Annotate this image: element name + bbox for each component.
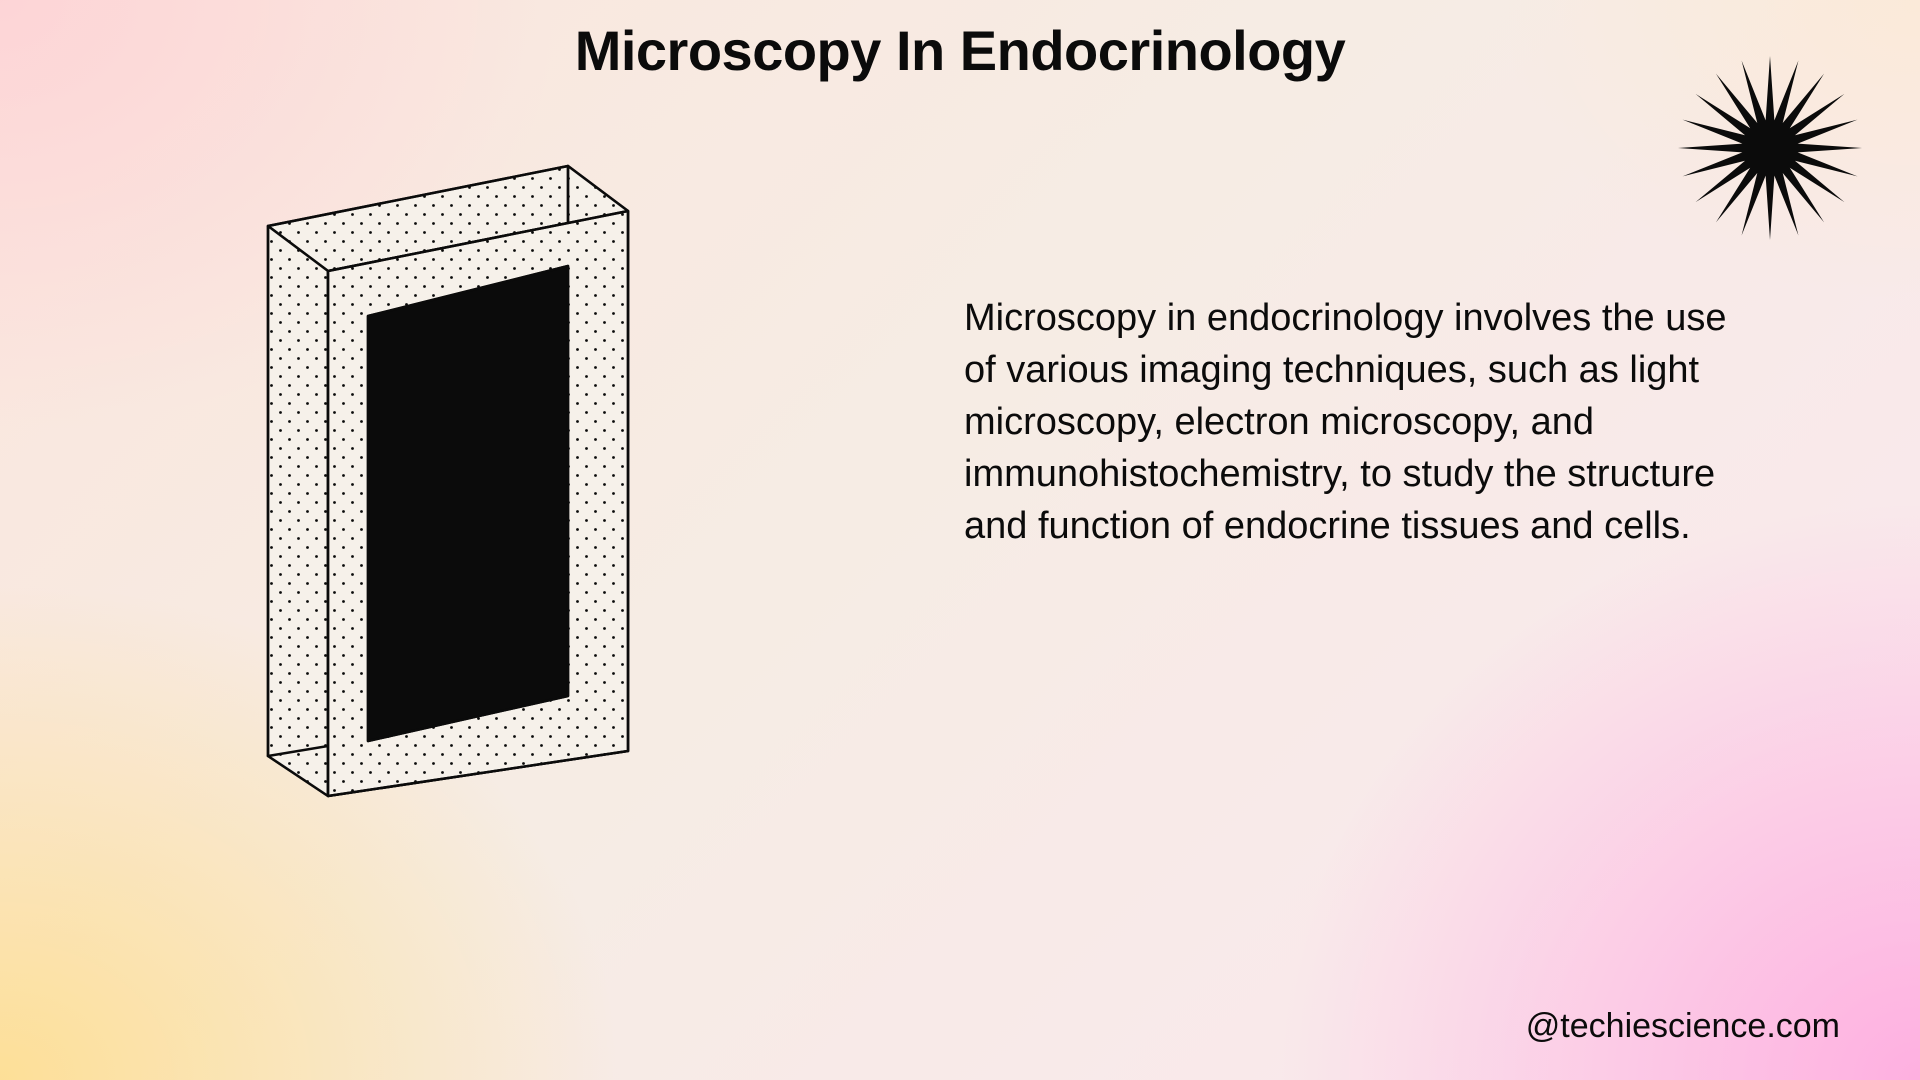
body-paragraph: Microscopy in endocrinology involves the…	[964, 292, 1764, 552]
portal-graphic	[258, 156, 688, 916]
page-title: Microscopy In Endocrinology	[0, 18, 1920, 83]
attribution-handle: @techiescience.com	[1526, 1007, 1840, 1046]
starburst-icon	[1674, 52, 1866, 244]
